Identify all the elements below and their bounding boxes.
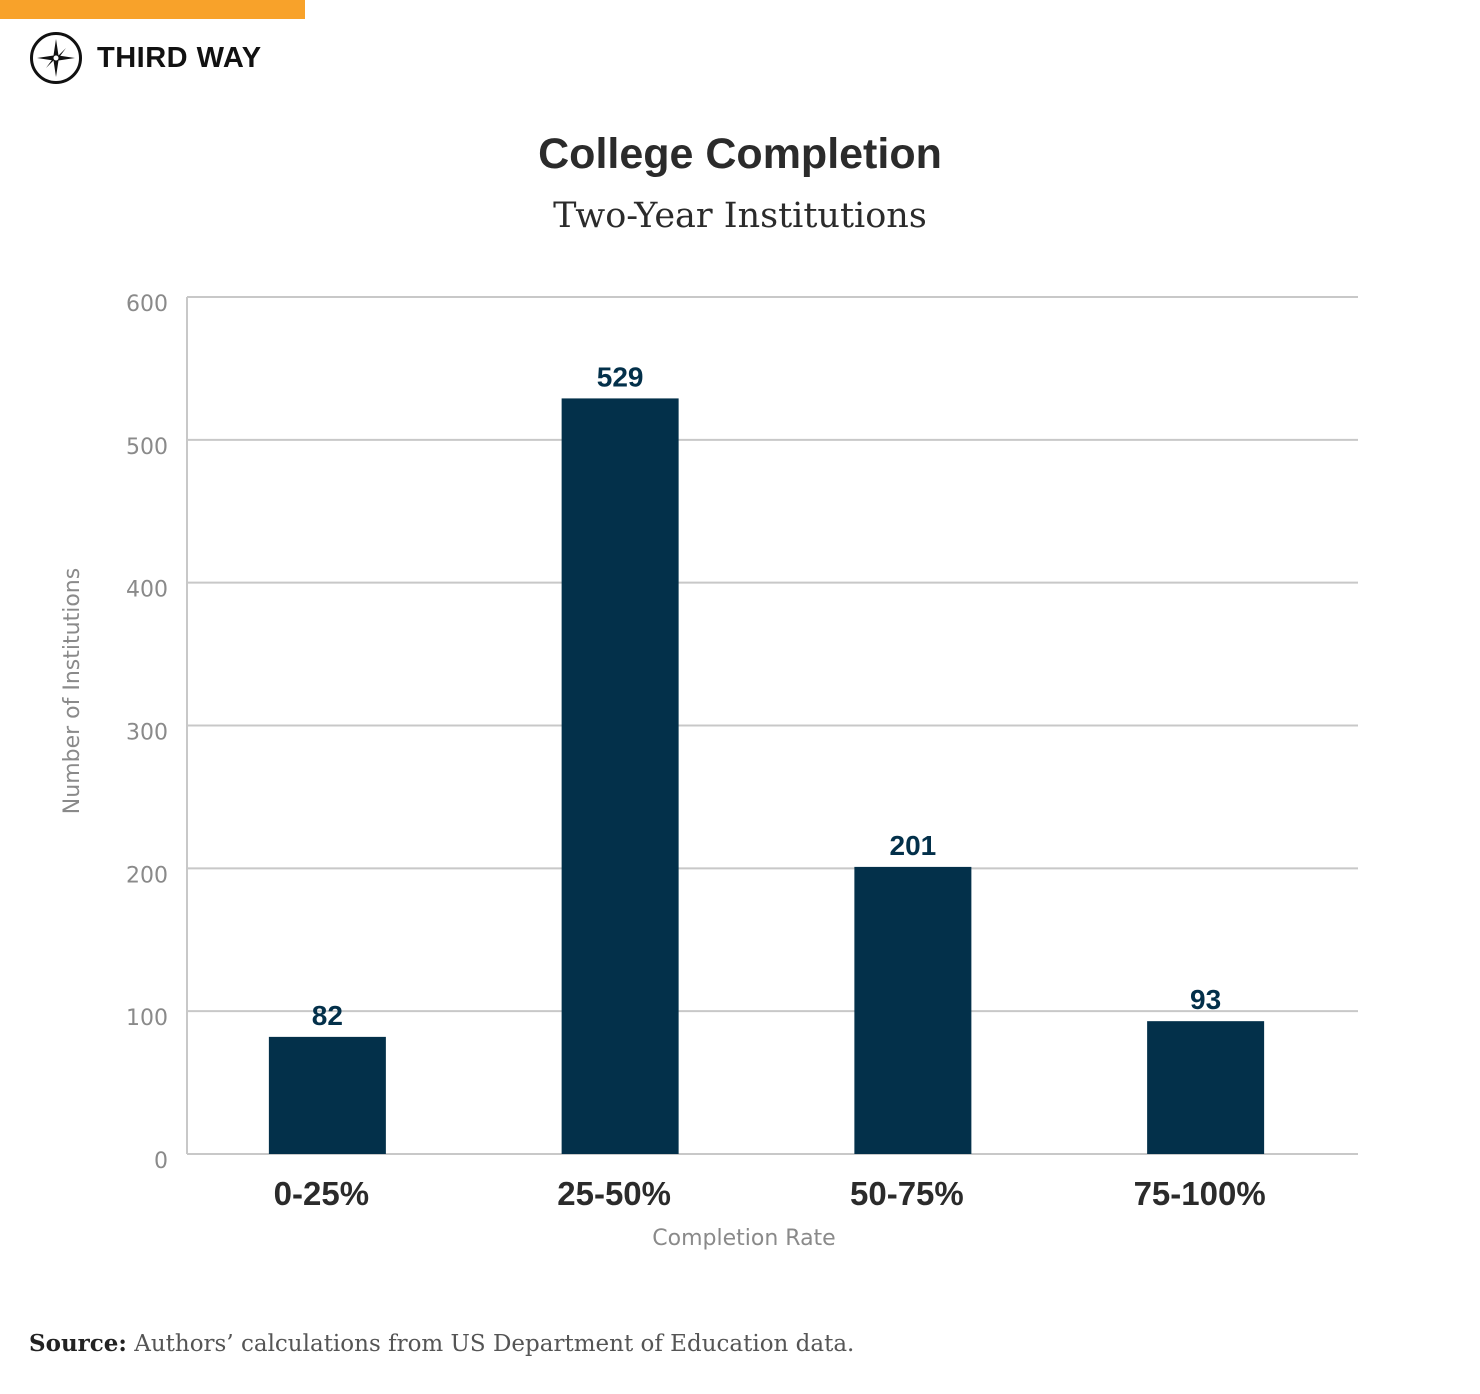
y-tick-label: 400 <box>126 578 168 603</box>
y-tick-label: 100 <box>126 1006 168 1031</box>
data-label: 201 <box>890 830 937 861</box>
bar-75-100% <box>1147 1021 1265 1154</box>
x-tick-label: 0-25% <box>274 1175 369 1212</box>
compass-icon <box>30 32 82 84</box>
y-axis-label: Number of Institutions <box>60 568 85 814</box>
source-label: Source: <box>29 1330 127 1357</box>
bar-25-50% <box>561 398 679 1155</box>
source-text: Authors’ calculations from US Department… <box>134 1331 855 1357</box>
y-tick-label: 0 <box>154 1149 168 1174</box>
chart-title: College Completion <box>538 130 942 178</box>
brand-accent-bar <box>0 0 305 19</box>
x-tick-label: 25-50% <box>557 1175 671 1212</box>
data-label: 529 <box>597 361 644 392</box>
bar-50-75% <box>854 866 972 1154</box>
y-tick-label: 300 <box>126 721 168 746</box>
data-label: 82 <box>312 1000 343 1031</box>
x-tick-label: 75-100% <box>1134 1175 1266 1212</box>
chart-subtitle: Two-Year Institutions <box>553 196 927 236</box>
x-axis-label: Completion Rate <box>652 1226 835 1251</box>
y-tick-label: 600 <box>126 292 168 317</box>
bar-0-25% <box>268 1036 386 1154</box>
y-tick-label: 500 <box>126 435 168 460</box>
x-tick-label: 50-75% <box>850 1175 964 1212</box>
y-tick-label: 200 <box>126 863 168 888</box>
third-way-logo: THIRD WAY <box>29 31 262 85</box>
brand-name: THIRD WAY <box>97 41 262 74</box>
source-note: Source: Authors’ calculations from US De… <box>29 1330 854 1357</box>
data-label: 93 <box>1190 984 1221 1015</box>
